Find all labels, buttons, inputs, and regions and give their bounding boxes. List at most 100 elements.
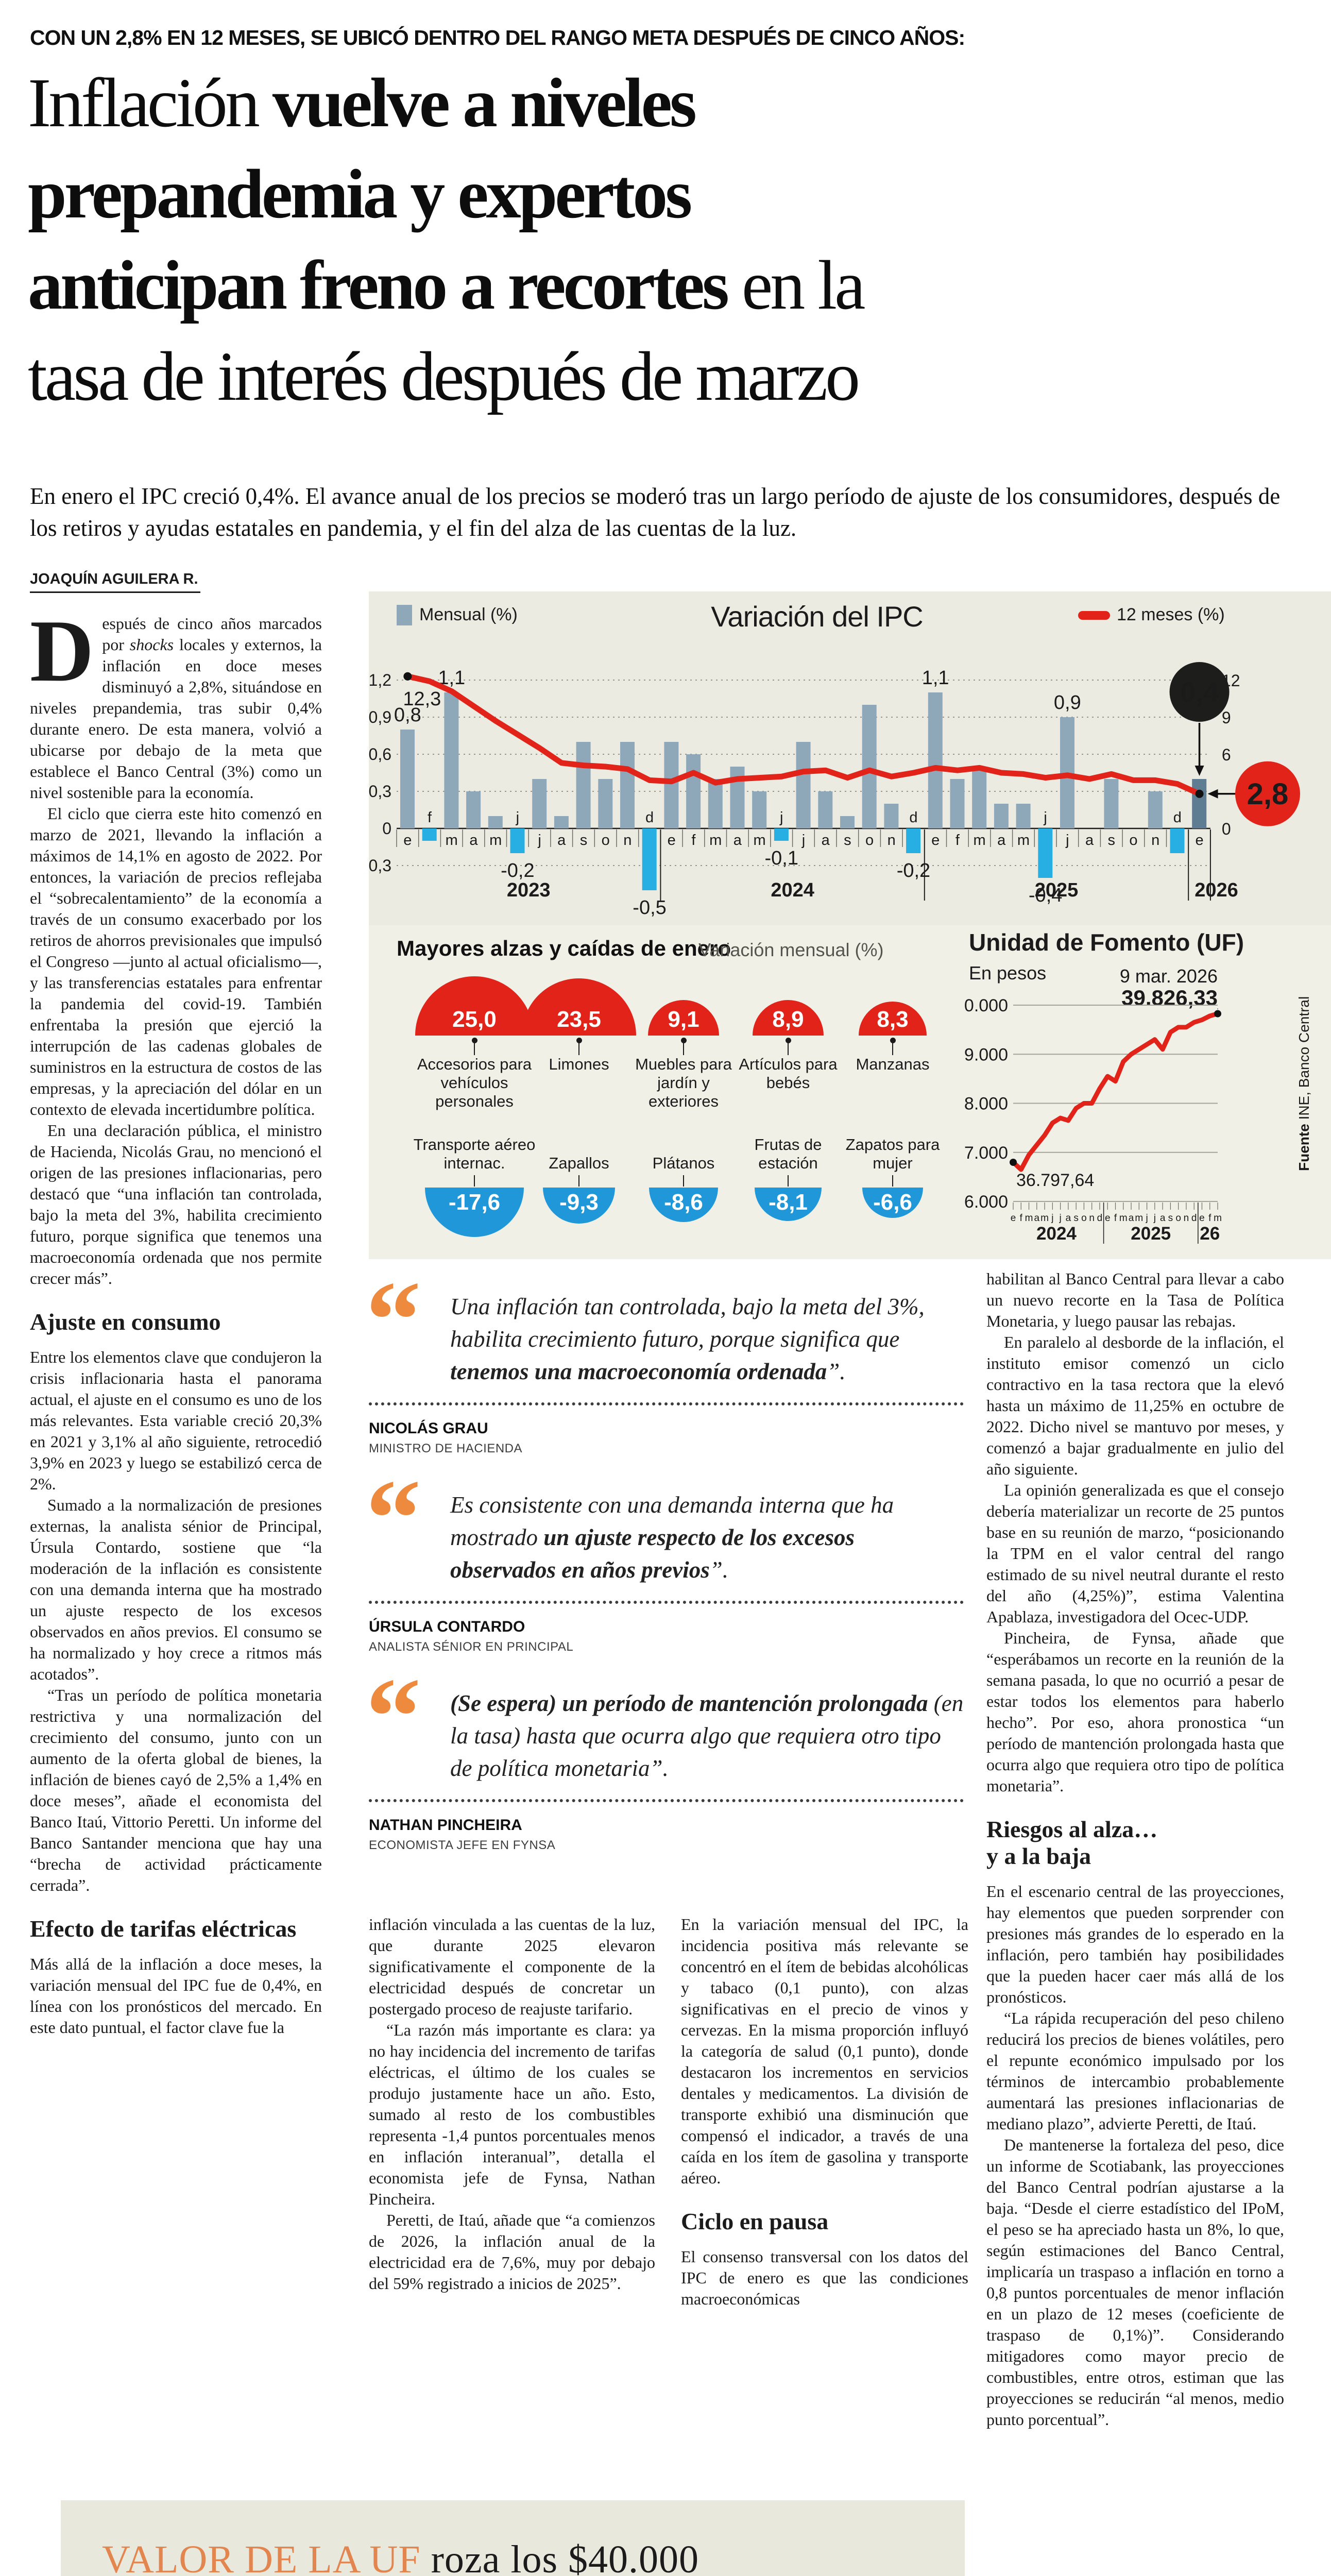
svg-text:-0,5: -0,5 xyxy=(633,897,666,919)
svg-text:38.000: 38.000 xyxy=(965,1094,1008,1114)
svg-text:a: a xyxy=(1034,1213,1040,1224)
svg-text:s: s xyxy=(580,832,588,849)
svg-text:a: a xyxy=(557,832,566,849)
svg-text:m: m xyxy=(1119,1213,1128,1224)
svg-text:-0,1: -0,1 xyxy=(765,848,798,869)
svg-text:j: j xyxy=(1153,1213,1156,1224)
svg-text:a: a xyxy=(733,832,742,849)
uf-box-title-rest: roza los $40.000 xyxy=(420,2538,699,2576)
svg-text:0: 0 xyxy=(382,819,391,838)
svg-text:o: o xyxy=(1129,832,1137,849)
headline: Inflación vuelve a niveles prepandemia y … xyxy=(28,64,865,415)
svg-text:e: e xyxy=(1195,832,1203,849)
body-paragraph: El consenso transversal con los datos de… xyxy=(681,2247,968,2308)
svg-text:2025: 2025 xyxy=(1131,1224,1171,1244)
riser-dome: 25,0 xyxy=(415,976,534,1036)
svg-text:s: s xyxy=(1073,1213,1079,1224)
svg-text:n: n xyxy=(1089,1213,1095,1224)
quote-mark-icon: “ xyxy=(366,1655,421,1778)
svg-text:Unidad de Fomento (UF): Unidad de Fomento (UF) xyxy=(969,929,1244,956)
svg-text:f: f xyxy=(428,809,432,826)
movers-title: Mayores alzas y caídas de enero xyxy=(397,936,731,960)
faller-value: -6,6 xyxy=(873,1190,912,1215)
svg-text:m: m xyxy=(1135,1213,1143,1224)
connector-line xyxy=(788,1043,789,1055)
quote-divider xyxy=(369,1601,964,1604)
svg-text:m: m xyxy=(753,832,765,849)
svg-text:m: m xyxy=(1214,1213,1222,1224)
body-paragraph: “Tras un período de política monetaria r… xyxy=(30,1686,322,1894)
uf-chart: Unidad de Fomento (UF) En pesos 9 mar. 202… xyxy=(965,929,1312,1244)
svg-text:a: a xyxy=(1160,1213,1166,1224)
riser-label: Manzanas xyxy=(856,1055,930,1073)
svg-text:40.000: 40.000 xyxy=(965,996,1008,1015)
faller-value: -8,1 xyxy=(769,1190,808,1215)
riser-label: Muebles para jardín y exteriores xyxy=(635,1055,732,1110)
quote-text: (Se espera) un período de mantención pro… xyxy=(450,1690,964,1781)
svg-text:2024: 2024 xyxy=(1036,1224,1077,1244)
quote-author-role: ECONOMISTA JEFE EN FYNSA xyxy=(369,1838,556,1852)
riser-value: 23,5 xyxy=(557,1007,601,1032)
faller-label: Zapatos para mujer xyxy=(845,1136,940,1172)
svg-text:12,3: 12,3 xyxy=(403,688,441,710)
svg-text:36.797,64: 36.797,64 xyxy=(1016,1171,1094,1190)
body-paragraph: Peretti, de Itaú, añade que “a comienzos… xyxy=(369,2211,655,2293)
svg-text:a: a xyxy=(1066,1213,1071,1224)
svg-text:d: d xyxy=(1097,1213,1103,1224)
connector-line xyxy=(892,1043,893,1055)
svg-text:e: e xyxy=(1011,1213,1016,1224)
svg-text:-0,3: -0,3 xyxy=(369,856,391,875)
svg-text:-0,2: -0,2 xyxy=(501,860,534,882)
svg-text:a: a xyxy=(997,832,1006,849)
body-paragraph: inflación vinculada a las cuentas de la … xyxy=(369,1915,655,2018)
riser-dome: 9,1 xyxy=(648,1000,719,1036)
svg-text:n: n xyxy=(888,832,896,849)
svg-text:39.826,33: 39.826,33 xyxy=(1121,986,1218,1010)
connector-line xyxy=(474,1043,475,1055)
svg-text:s: s xyxy=(1108,832,1116,849)
connector-line xyxy=(474,1175,475,1187)
svg-text:0,9: 0,9 xyxy=(369,708,391,726)
svg-text:Mensual (%): Mensual (%) xyxy=(419,605,518,624)
riser-dome: 23,5 xyxy=(522,978,636,1036)
faller-dome: -8,1 xyxy=(755,1188,822,1221)
body-paragraph: En la variación mensual del IPC, la inci… xyxy=(681,1915,968,2187)
svg-text:e: e xyxy=(1105,1213,1111,1224)
movers-subtitle: Variación mensual (%) xyxy=(698,939,884,960)
svg-text:a: a xyxy=(822,832,830,849)
faller-label: Zapallos xyxy=(549,1154,609,1172)
svg-text:0,3: 0,3 xyxy=(369,782,391,801)
body-paragraph: En una declaración pública, el ministro … xyxy=(30,1121,322,1287)
svg-text:d: d xyxy=(1191,1213,1197,1224)
svg-text:37.000: 37.000 xyxy=(965,1143,1008,1163)
svg-text:39.000: 39.000 xyxy=(965,1045,1008,1064)
svg-text:o: o xyxy=(1081,1213,1087,1224)
svg-text:j: j xyxy=(1059,1213,1061,1224)
svg-text:m: m xyxy=(973,832,985,849)
svg-text:-0,4: -0,4 xyxy=(1029,885,1062,906)
svg-text:0,6: 0,6 xyxy=(369,745,391,764)
svg-text:s: s xyxy=(1168,1213,1173,1224)
svg-text:j: j xyxy=(516,809,519,826)
svg-text:6: 6 xyxy=(1222,745,1231,764)
riser-value: 8,3 xyxy=(877,1007,909,1032)
svg-text:2026: 2026 xyxy=(1195,879,1238,901)
connector-line xyxy=(892,1175,893,1187)
body-paragraph: En el escenario central de las proyeccio… xyxy=(986,1882,1284,2006)
pull-quote: “(Se espera) un período de mantención pr… xyxy=(366,1661,964,1853)
quote-author-role: MINISTRO DE HACIENDA xyxy=(369,1442,523,1455)
connector-line xyxy=(683,1175,684,1187)
body-paragraph: En paralelo al desborde de la inflación,… xyxy=(986,1333,1284,1478)
svg-text:j: j xyxy=(801,832,805,849)
connector-dot xyxy=(681,1038,687,1043)
faller-dome: -17,6 xyxy=(425,1188,524,1237)
quote-text: Una inflación tan controlada, bajo la me… xyxy=(450,1294,925,1384)
faller-value: -9,3 xyxy=(559,1190,599,1215)
connector-dot xyxy=(576,1038,582,1043)
faller-dome: -8,6 xyxy=(649,1188,718,1222)
section-heading: Riesgos al alza… y a la baja xyxy=(986,1816,1158,1869)
svg-text:2024: 2024 xyxy=(771,879,814,901)
